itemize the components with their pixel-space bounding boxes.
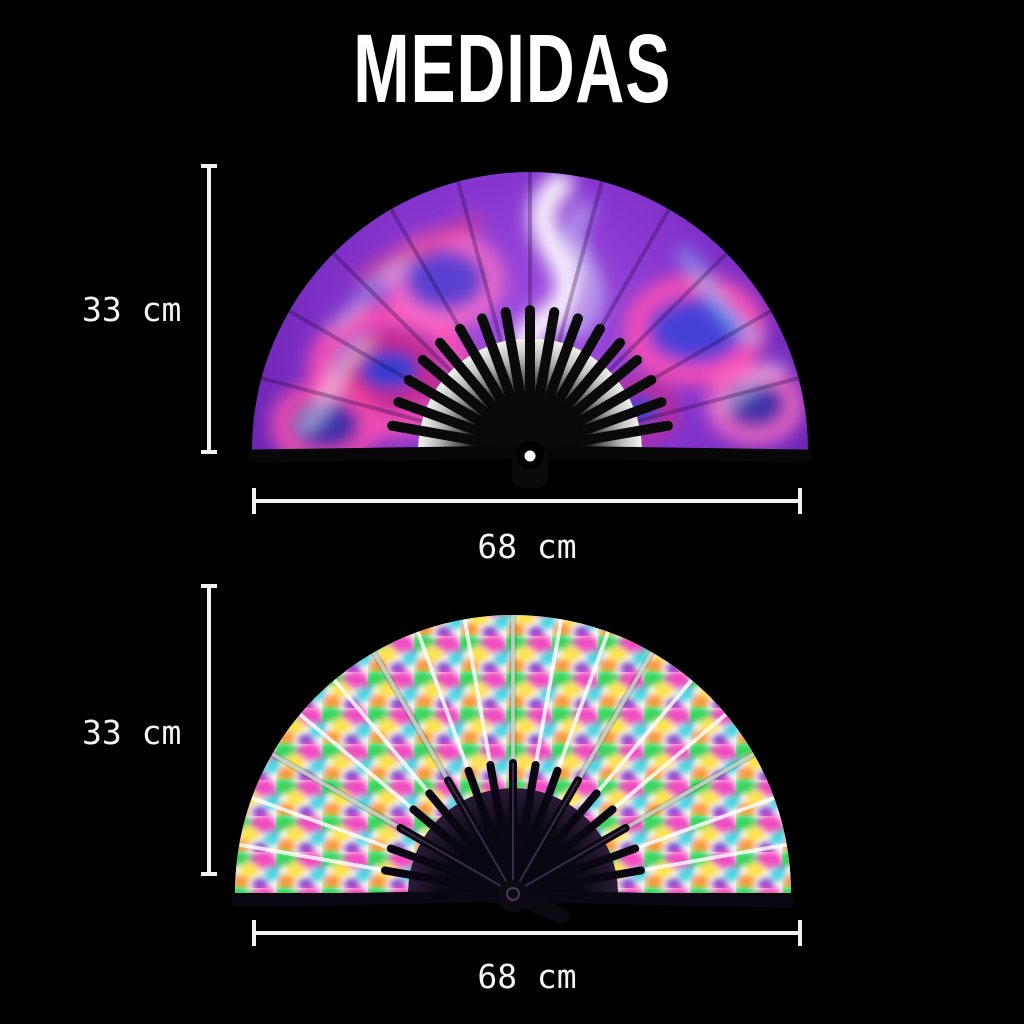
width-label-fan2: 68 cm [477, 957, 577, 996]
fan-ray-highlights [238, 615, 788, 893]
fan-guard-left [232, 890, 519, 907]
measure-cap [201, 164, 217, 168]
measure-cap [252, 920, 256, 946]
measure-cap [201, 450, 217, 454]
fan-guard-right [523, 445, 813, 463]
measure-cap [252, 488, 256, 514]
measure-cap [798, 488, 802, 514]
fan-ribs [387, 305, 673, 455]
fan-pivot-rivet [524, 450, 536, 462]
fan-ribs [381, 759, 645, 897]
measure-cap [201, 584, 217, 588]
fan-purple-swirl [247, 172, 813, 488]
measure-stem [256, 499, 798, 503]
measure-cap [798, 920, 802, 946]
height-label-fan1: 33 cm [82, 290, 182, 329]
height-label-fan2: 33 cm [82, 713, 182, 752]
width-label-fan1: 68 cm [477, 527, 577, 566]
height-measure-line-fan2 [201, 584, 217, 876]
height-measure-line-fan1 [201, 164, 217, 454]
fan-pivot-rivet [506, 887, 520, 901]
width-measure-line-fan2 [252, 920, 802, 946]
measure-cap [201, 872, 217, 876]
fan-rib-highlights [399, 763, 627, 894]
fan-guard-right [507, 890, 794, 908]
width-measure-line-fan1 [252, 488, 802, 514]
measure-stem [256, 931, 798, 935]
measure-stem [207, 588, 211, 872]
fan-pivot [497, 880, 529, 912]
page-title: MEDIDAS [0, 20, 1024, 117]
measure-stem [207, 168, 211, 450]
fan-ray-shadows [270, 615, 756, 893]
page-title-text: MEDIDAS [352, 14, 672, 123]
fan-rainbow-illusion [232, 615, 794, 924]
fan-guard-left [247, 445, 537, 463]
